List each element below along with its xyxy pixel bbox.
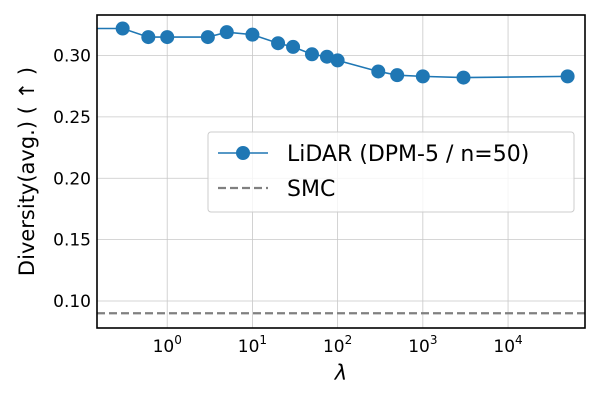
plot-frame	[96, 14, 586, 329]
y-tick-label: 0.30	[53, 47, 91, 67]
x-axis-label: λ	[334, 361, 347, 385]
y-tick-labels: 0.10 0.15 0.20 0.25 0.30	[53, 47, 91, 312]
y-tick-label: 0.15	[53, 231, 91, 251]
data-point	[560, 69, 575, 84]
data-point	[219, 25, 234, 40]
x-tick-label: 103	[408, 333, 437, 357]
y-tick-label: 0.25	[53, 108, 91, 128]
legend: LiDAR (DPM-5 / n=50) SMC	[207, 131, 575, 213]
legend-label-smc: SMC	[287, 177, 335, 202]
data-point	[141, 30, 156, 45]
data-point	[160, 30, 175, 45]
x-tick-label: 104	[493, 333, 522, 357]
data-point	[271, 36, 286, 51]
data-point	[330, 53, 345, 68]
x-tick-label: 100	[153, 333, 182, 357]
y-axis-label: Diversity(avg.) ( ↑ )	[15, 67, 39, 276]
data-point	[371, 64, 386, 79]
data-point	[115, 21, 130, 36]
data-point	[245, 27, 260, 42]
data-point	[456, 70, 471, 85]
data-point	[390, 68, 405, 83]
data-point	[319, 49, 334, 64]
data-point	[415, 69, 430, 84]
data-point	[304, 47, 319, 62]
x-tick-label: 101	[238, 333, 267, 357]
x-tick-labels: 100 101 102 103 104	[153, 333, 523, 357]
data-point	[200, 30, 215, 45]
x-tick-label: 102	[323, 333, 352, 357]
legend-box	[207, 131, 575, 213]
legend-marker-lidar	[236, 146, 250, 160]
data-point	[286, 39, 301, 54]
y-tick-label: 0.10	[53, 292, 91, 312]
y-tick-label: 0.20	[53, 169, 91, 189]
legend-label-lidar: LiDAR (DPM-5 / n=50)	[287, 142, 529, 167]
lidar-series	[97, 21, 575, 85]
